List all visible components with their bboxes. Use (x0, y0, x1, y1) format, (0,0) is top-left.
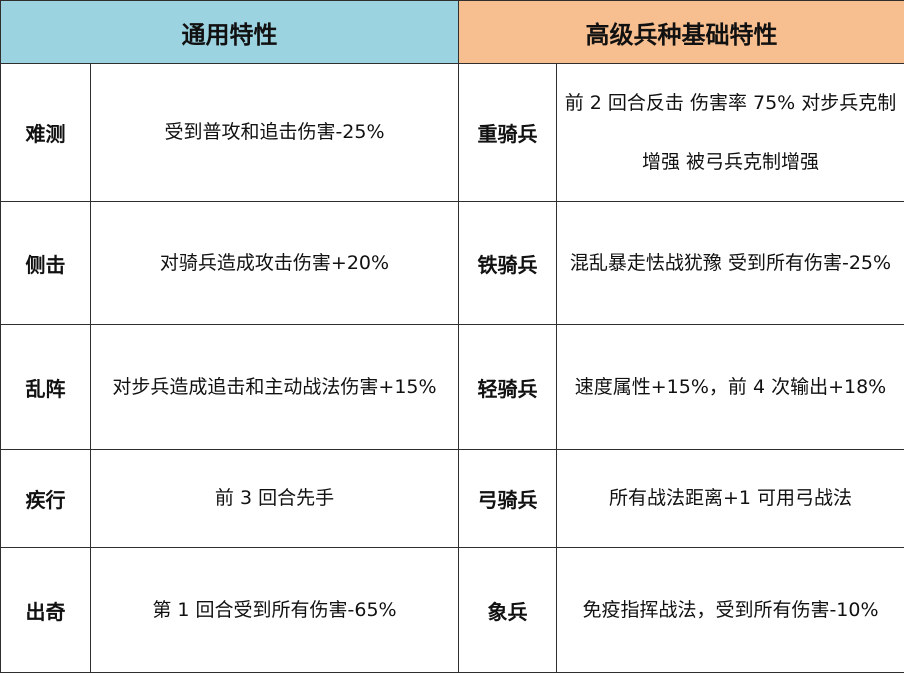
advanced-units-header: 高级兵种基础特性 (458, 0, 904, 65)
unit-description: 混乱暴走怯战犹豫 受到所有伤害-25% (556, 201, 904, 326)
trait-description: 第 1 回合受到所有伤害-65% (90, 547, 459, 673)
unit-description: 前 2 回合反击 伤害率 75% 对步兵克制增强 被弓兵克制增强 (556, 63, 904, 203)
trait-name: 疾行 (0, 449, 91, 549)
unit-name: 轻骑兵 (458, 324, 557, 451)
table-row: 乱阵 对步兵造成追击和主动战法伤害+15% 轻骑兵 速度属性+15%，前 4 次… (0, 324, 904, 451)
trait-description: 受到普攻和追击伤害-25% (90, 63, 459, 203)
trait-name: 出奇 (0, 547, 91, 673)
table-row: 难测 受到普攻和追击伤害-25% 重骑兵 前 2 回合反击 伤害率 75% 对步… (0, 63, 904, 203)
table-row: 侧击 对骑兵造成攻击伤害+20% 铁骑兵 混乱暴走怯战犹豫 受到所有伤害-25% (0, 201, 904, 326)
header-row: 通用特性 高级兵种基础特性 (0, 0, 904, 65)
table-row: 疾行 前 3 回合先手 弓骑兵 所有战法距离+1 可用弓战法 (0, 449, 904, 549)
unit-name: 重骑兵 (458, 63, 557, 203)
unit-description: 免疫指挥战法，受到所有伤害-10% (556, 547, 904, 673)
trait-name: 乱阵 (0, 324, 91, 451)
table-row: 出奇 第 1 回合受到所有伤害-65% 象兵 免疫指挥战法，受到所有伤害-10% (0, 547, 904, 673)
unit-description: 速度属性+15%，前 4 次输出+18% (556, 324, 904, 451)
general-traits-header: 通用特性 (0, 0, 459, 65)
trait-name: 侧击 (0, 201, 91, 326)
unit-name: 象兵 (458, 547, 557, 673)
trait-description: 前 3 回合先手 (90, 449, 459, 549)
unit-name: 弓骑兵 (458, 449, 557, 549)
trait-name: 难测 (0, 63, 91, 203)
trait-description: 对步兵造成追击和主动战法伤害+15% (90, 324, 459, 451)
unit-description: 所有战法距离+1 可用弓战法 (556, 449, 904, 549)
trait-description: 对骑兵造成攻击伤害+20% (90, 201, 459, 326)
unit-name: 铁骑兵 (458, 201, 557, 326)
